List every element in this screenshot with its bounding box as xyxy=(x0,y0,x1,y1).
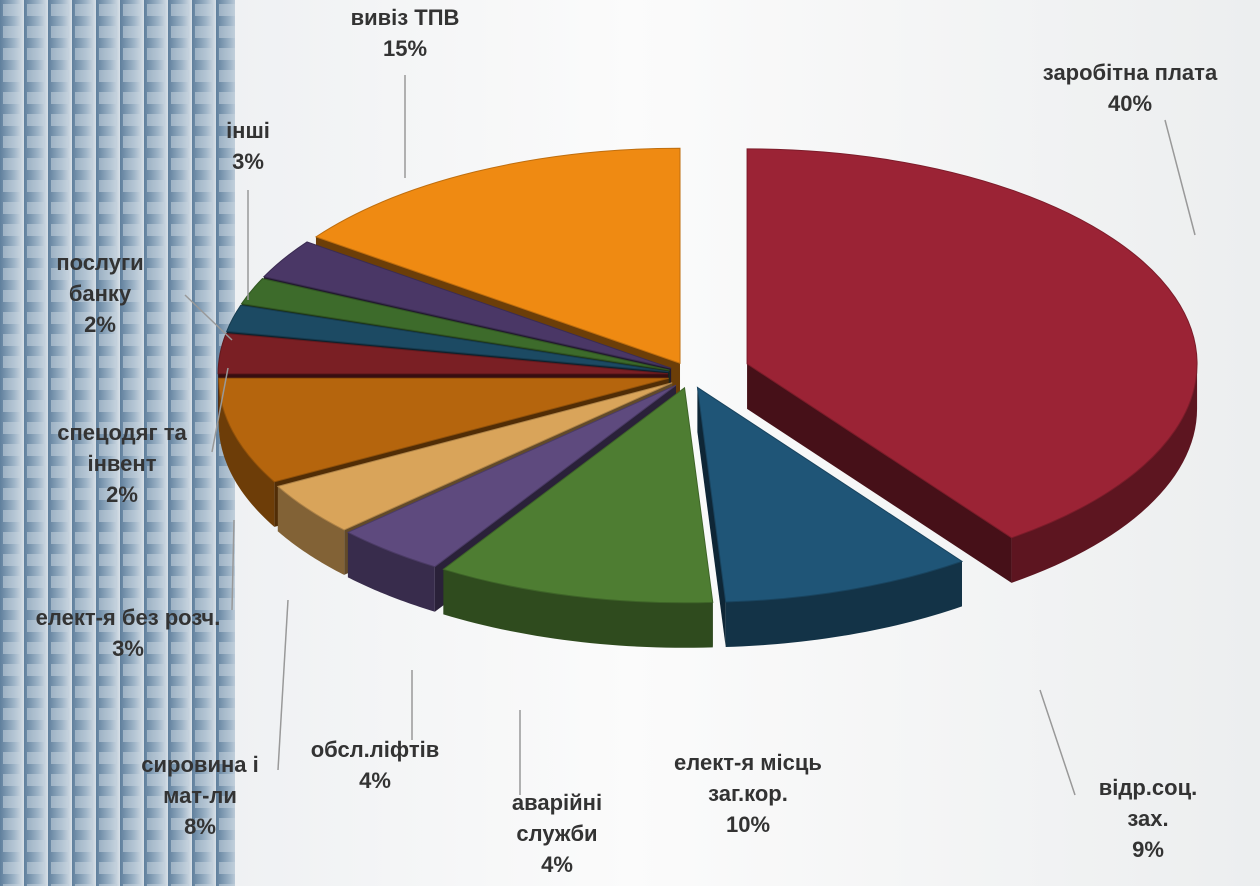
category-label: елект-я без розч. xyxy=(36,605,221,630)
label-line: обсл.ліфтів xyxy=(311,737,440,762)
slice xyxy=(746,148,1198,539)
value-label: 40% xyxy=(1108,91,1152,116)
slice xyxy=(225,304,669,373)
label-line: банку xyxy=(69,281,132,306)
label-line: мат-ли xyxy=(163,783,237,808)
slice xyxy=(346,384,677,568)
value-label: 10% xyxy=(726,812,770,837)
slice-side xyxy=(1011,363,1198,583)
slice xyxy=(442,386,714,604)
category-label: аварійні служби xyxy=(512,790,602,846)
building-strip xyxy=(0,0,235,886)
slice xyxy=(240,278,670,371)
slice-side xyxy=(347,532,435,612)
label-line: заробітна плата xyxy=(1043,60,1218,85)
category-label: заробітна плата xyxy=(1043,60,1218,85)
category-label: обсл.ліфтів xyxy=(311,737,440,762)
slice xyxy=(262,241,672,369)
leader-line xyxy=(1039,689,1076,796)
slice xyxy=(314,147,681,364)
slice-side xyxy=(277,486,345,575)
leader-line xyxy=(184,294,233,341)
pie xyxy=(217,147,1198,648)
slice xyxy=(696,386,964,603)
slice-side xyxy=(443,569,713,648)
leader-line xyxy=(211,367,229,453)
label-line: елект-я без розч. xyxy=(36,605,221,630)
slice xyxy=(276,382,673,531)
value-label: 15% xyxy=(383,36,427,61)
leader-line xyxy=(1164,119,1196,236)
category-label: сировина і мат-ли xyxy=(141,752,258,808)
category-label: послуги банку xyxy=(56,250,143,306)
label-line: інвент xyxy=(88,451,157,476)
leader-line xyxy=(277,599,289,771)
labels: заробітна плата 40% відр.соц. зах. 9% елект-я… xyxy=(36,5,1218,877)
category-label: відр.соц. зах. xyxy=(1099,775,1197,831)
category-label: інші xyxy=(226,118,270,143)
label-line: заг.кор. xyxy=(708,781,788,806)
category-label: вивіз ТПВ xyxy=(351,5,460,30)
value-label: 8% xyxy=(184,814,216,839)
category-label: елект-я місць заг.кор. xyxy=(674,750,822,806)
slice-wall xyxy=(747,363,1012,583)
label-line: відр.соц. xyxy=(1099,775,1197,800)
value-label: 2% xyxy=(84,312,116,337)
label-line: служби xyxy=(516,821,597,846)
value-label: 3% xyxy=(232,149,264,174)
category-label: спецодяг та інвент xyxy=(57,420,187,476)
leader-line xyxy=(231,519,235,611)
value-label: 9% xyxy=(1132,837,1164,862)
label-line: послуги xyxy=(56,250,143,275)
label-line: вивіз ТПВ xyxy=(351,5,460,30)
value-label: 3% xyxy=(112,636,144,661)
label-line: інші xyxy=(226,118,270,143)
label-line: аварійні xyxy=(512,790,602,815)
slice-wall xyxy=(697,387,726,647)
label-line: спецодяг та xyxy=(57,420,187,445)
slice-side xyxy=(218,378,275,527)
label-line: елект-я місць xyxy=(674,750,822,775)
value-label: 4% xyxy=(359,768,391,793)
slice-side xyxy=(725,561,962,647)
value-label: 2% xyxy=(106,482,138,507)
label-line: сировина і xyxy=(141,752,258,777)
label-line: зах. xyxy=(1127,806,1168,831)
slice xyxy=(218,377,669,483)
value-label: 4% xyxy=(541,852,573,877)
